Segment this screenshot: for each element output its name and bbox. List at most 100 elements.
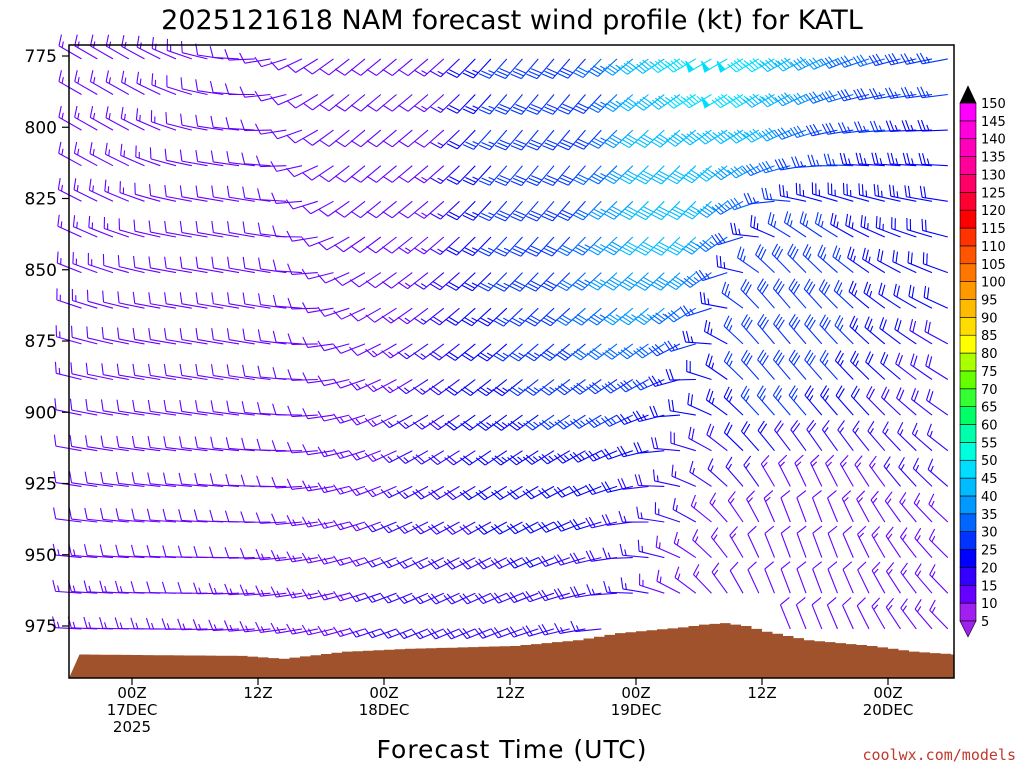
wind-barb <box>475 485 508 501</box>
wind-barb <box>430 58 460 78</box>
wind-barb <box>827 525 839 558</box>
wind-barb <box>842 182 870 202</box>
wind-barb <box>668 399 696 416</box>
wind-barb <box>687 392 712 416</box>
wind-barb <box>177 582 208 594</box>
wind-barb <box>603 236 634 256</box>
wind-barb <box>758 93 791 108</box>
wind-barb <box>209 46 240 60</box>
wind-barb <box>571 272 602 291</box>
wind-barb <box>428 379 460 396</box>
wind-barb <box>804 349 823 380</box>
wind-barb <box>105 34 130 60</box>
wind-barb <box>841 490 854 523</box>
wind-barb <box>918 152 948 167</box>
wind-barb <box>774 420 791 452</box>
wind-barb <box>490 521 523 535</box>
wind-barb <box>69 434 98 452</box>
wind-barb <box>539 379 571 396</box>
wind-barb <box>858 183 885 202</box>
wind-barb <box>195 256 224 274</box>
wind-barb <box>102 290 129 309</box>
wind-barb <box>445 272 476 291</box>
wind-barb <box>585 379 618 395</box>
wind-barb <box>444 414 476 431</box>
wind-barb <box>350 58 382 76</box>
wind-barb <box>725 456 744 487</box>
wind-barb <box>286 94 319 109</box>
wind-barb <box>897 422 917 452</box>
wind-barb <box>696 165 728 182</box>
wind-barb <box>922 252 948 274</box>
colorbar-segment <box>959 602 977 622</box>
wind-barb <box>333 378 366 389</box>
wind-barb <box>635 165 665 185</box>
wind-barb <box>742 128 775 143</box>
wind-barb <box>382 236 413 254</box>
wind-barb <box>871 526 886 558</box>
wind-barb <box>239 621 271 633</box>
wind-barb <box>101 363 129 381</box>
wind-barb <box>58 141 82 167</box>
wind-barb <box>929 564 949 594</box>
wind-barb <box>727 491 744 523</box>
wind-barb <box>430 129 460 149</box>
wind-barb <box>100 435 129 452</box>
wind-barb <box>707 458 728 487</box>
y-tick-label: 775 <box>25 47 57 67</box>
wind-barb <box>524 343 555 362</box>
wind-barb <box>830 212 854 238</box>
wind-barb <box>445 307 476 326</box>
wind-barb <box>750 215 775 238</box>
x-tick-label: 17DEC <box>107 701 158 719</box>
wind-barb <box>286 58 319 73</box>
wind-barb <box>195 400 224 416</box>
wind-barb <box>105 70 130 95</box>
wind-barb <box>711 165 744 181</box>
wind-barb <box>522 450 555 465</box>
colorbar-segment <box>959 156 977 175</box>
wind-barb <box>756 278 775 309</box>
wind-barb <box>195 328 224 345</box>
colorbar-label: 95 <box>981 293 998 308</box>
colorbar-label: 25 <box>981 544 998 559</box>
wind-barb <box>758 57 791 73</box>
wind-barb <box>71 288 98 309</box>
wind-barb <box>743 192 775 205</box>
wind-barb <box>587 94 618 114</box>
wind-barb <box>896 387 917 416</box>
wind-barb <box>302 165 334 181</box>
colorbar-segment <box>959 192 977 211</box>
wind-barb <box>179 363 208 381</box>
wind-barb <box>711 232 744 246</box>
wind-barb <box>585 516 618 529</box>
wind-barb <box>651 200 681 221</box>
wind-barb <box>224 49 255 61</box>
wind-barb <box>680 94 712 109</box>
wind-barb <box>649 307 681 325</box>
wind-barb <box>239 52 271 64</box>
wind-barb <box>914 599 933 630</box>
wind-barb <box>381 307 413 324</box>
wind-barb <box>737 246 760 274</box>
wind-barb <box>477 343 508 362</box>
wind-barb <box>569 518 602 531</box>
wind-barb <box>208 583 240 595</box>
wind-barb <box>857 525 870 558</box>
wind-barb <box>929 599 949 630</box>
wind-barb <box>909 319 933 345</box>
colorbar-segment <box>959 531 977 550</box>
wind-barb <box>493 307 523 327</box>
wind-barb <box>814 211 838 238</box>
wind-barb <box>240 474 271 487</box>
wind-barb <box>318 165 350 183</box>
wind-barb <box>494 200 523 222</box>
wind-barb <box>587 165 618 185</box>
wind-barb <box>117 327 145 345</box>
wind-barb <box>871 597 886 630</box>
wind-barb <box>541 236 571 257</box>
colorbar-segment <box>959 281 977 300</box>
wind-barb <box>177 618 208 631</box>
wind-barb <box>688 426 712 452</box>
wind-barb <box>924 320 949 345</box>
